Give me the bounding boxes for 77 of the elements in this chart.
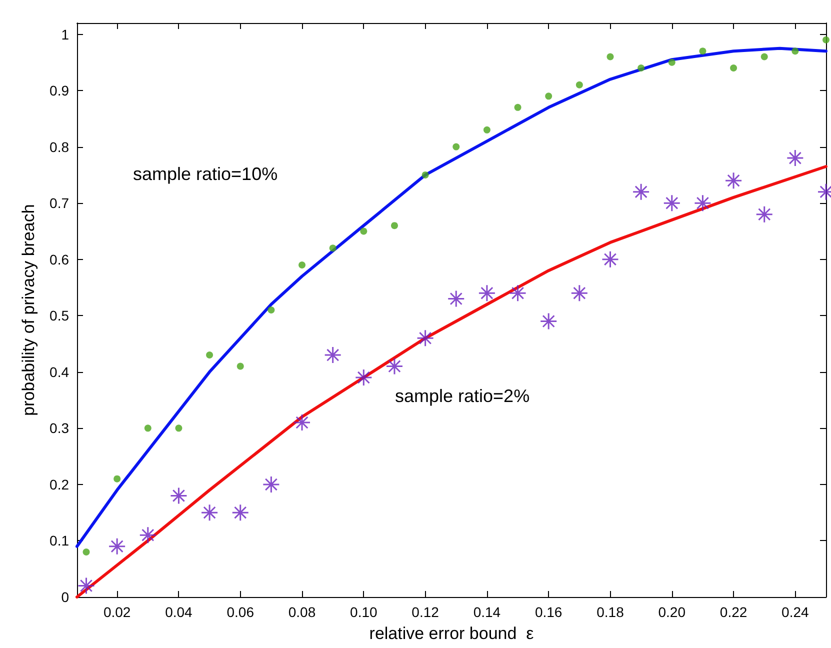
point xyxy=(390,222,398,230)
point xyxy=(77,576,95,594)
point xyxy=(730,64,738,72)
point xyxy=(724,172,742,190)
point xyxy=(699,48,706,55)
point xyxy=(601,250,619,268)
point xyxy=(175,424,182,432)
y-tick-label: 0.8 xyxy=(50,138,70,155)
point xyxy=(514,104,522,111)
y-axis-title: probability of privacy breach xyxy=(19,204,38,416)
point xyxy=(668,58,676,66)
point xyxy=(114,475,121,482)
annotation: sample ratio=2% xyxy=(395,386,530,406)
point xyxy=(200,504,218,522)
point xyxy=(236,362,244,370)
y-tick-label: 0.4 xyxy=(50,364,70,380)
x-tick-label: 0.04 xyxy=(165,604,193,620)
x-tick-label: 0.08 xyxy=(288,604,316,620)
point xyxy=(324,346,342,364)
x-tick-label: 0.06 xyxy=(226,604,254,620)
point xyxy=(298,261,306,268)
point xyxy=(606,53,614,60)
point xyxy=(483,126,490,134)
point xyxy=(638,64,645,72)
x-tick-label: 0.18 xyxy=(596,604,624,620)
point xyxy=(422,171,429,178)
x-axis-title: relative error bound ε xyxy=(369,624,534,643)
y-tick-label: 1 xyxy=(61,26,70,42)
point xyxy=(262,476,280,494)
point xyxy=(139,526,157,544)
line-series xyxy=(76,46,828,548)
y-tick-label: 0.2 xyxy=(50,476,70,492)
point xyxy=(416,329,434,347)
point xyxy=(144,424,152,432)
point xyxy=(354,368,372,386)
x-tick-label: 0.24 xyxy=(782,604,810,620)
point xyxy=(232,504,250,522)
point xyxy=(329,244,336,252)
point xyxy=(360,228,368,235)
x-tick-label: 0.20 xyxy=(658,604,686,620)
y-tick-label: 0.7 xyxy=(50,195,70,212)
point xyxy=(570,284,588,302)
point xyxy=(293,414,311,432)
point xyxy=(632,183,650,201)
x-tick-label: 0.10 xyxy=(350,604,378,620)
point xyxy=(478,284,496,302)
point xyxy=(694,194,712,212)
x-tick-label: 0.22 xyxy=(720,604,748,620)
point xyxy=(760,53,768,60)
point xyxy=(756,206,774,224)
point xyxy=(509,284,527,302)
point xyxy=(792,48,799,55)
point xyxy=(386,358,404,376)
point xyxy=(786,149,804,167)
x-tick-label: 0.14 xyxy=(473,604,501,620)
x-tick-label: 0.02 xyxy=(103,604,131,620)
point xyxy=(108,538,126,556)
point xyxy=(206,352,214,359)
y-tick-label: 0.9 xyxy=(50,82,70,99)
point xyxy=(268,306,275,314)
point xyxy=(540,312,558,330)
annotation: sample ratio=10% xyxy=(133,164,278,184)
point xyxy=(545,92,552,100)
point xyxy=(452,143,460,150)
point xyxy=(82,548,90,556)
y-tick-label: 0.6 xyxy=(50,251,70,268)
x-tick-label: 0.12 xyxy=(412,604,440,620)
y-tick-label: 0 xyxy=(61,589,70,605)
point xyxy=(576,81,583,88)
point xyxy=(447,290,465,308)
point xyxy=(170,486,188,504)
x-tick-label: 0.16 xyxy=(534,604,562,620)
y-tick-label: 0.1 xyxy=(50,532,70,549)
point xyxy=(663,194,681,212)
point xyxy=(822,36,830,44)
y-tick-label: 0.5 xyxy=(50,308,70,324)
y-tick-label: 0.3 xyxy=(50,420,70,436)
